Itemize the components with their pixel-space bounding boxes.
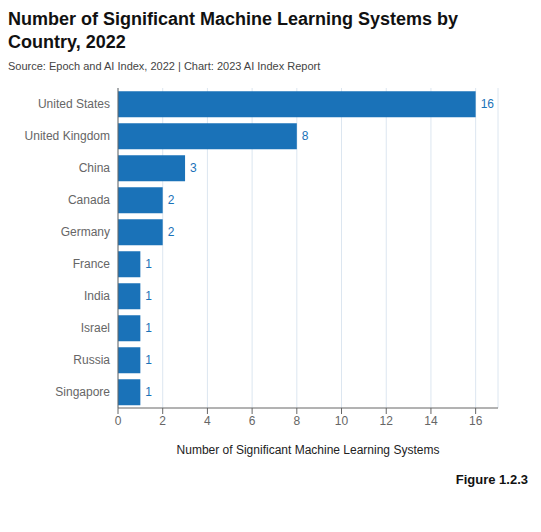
svg-text:0: 0 xyxy=(115,414,122,428)
svg-text:China: China xyxy=(79,161,111,175)
svg-text:1: 1 xyxy=(145,321,152,335)
svg-text:Russia: Russia xyxy=(73,353,110,367)
svg-text:France: France xyxy=(73,257,111,271)
svg-text:2: 2 xyxy=(159,414,166,428)
svg-text:16: 16 xyxy=(469,414,483,428)
svg-text:1: 1 xyxy=(145,385,152,399)
svg-text:Germany: Germany xyxy=(61,225,110,239)
svg-text:3: 3 xyxy=(190,161,197,175)
svg-text:Singapore: Singapore xyxy=(55,385,110,399)
svg-text:4: 4 xyxy=(204,414,211,428)
svg-text:10: 10 xyxy=(335,414,349,428)
svg-text:12: 12 xyxy=(380,414,394,428)
html-text:Figure 1.2.3: Figure 1.2.3 xyxy=(455,472,528,487)
html-text:Source: Epoch and AI Index, 20: Source: Epoch and AI Index, 2022 | Chart… xyxy=(8,60,321,72)
svg-text:8: 8 xyxy=(302,129,309,143)
svg-text:1: 1 xyxy=(145,257,152,271)
svg-text:Israel: Israel xyxy=(81,321,110,335)
svg-text:1: 1 xyxy=(145,353,152,367)
svg-text:United States: United States xyxy=(38,97,110,111)
svg-text:14: 14 xyxy=(424,414,438,428)
svg-text:16: 16 xyxy=(481,97,495,111)
svg-text:2: 2 xyxy=(168,225,175,239)
svg-text:1: 1 xyxy=(145,289,152,303)
svg-text:United Kingdom: United Kingdom xyxy=(25,129,110,143)
svg-text:Canada: Canada xyxy=(68,193,110,207)
svg-text:Number of Significant Machine: Number of Significant Machine Learning S… xyxy=(177,443,440,457)
svg-text:2: 2 xyxy=(168,193,175,207)
svg-text:6: 6 xyxy=(249,414,256,428)
svg-text:India: India xyxy=(84,289,110,303)
html-text:Number of Significant Machine: Number of Significant Machine Learning S… xyxy=(8,9,459,52)
svg-text:8: 8 xyxy=(293,414,300,428)
